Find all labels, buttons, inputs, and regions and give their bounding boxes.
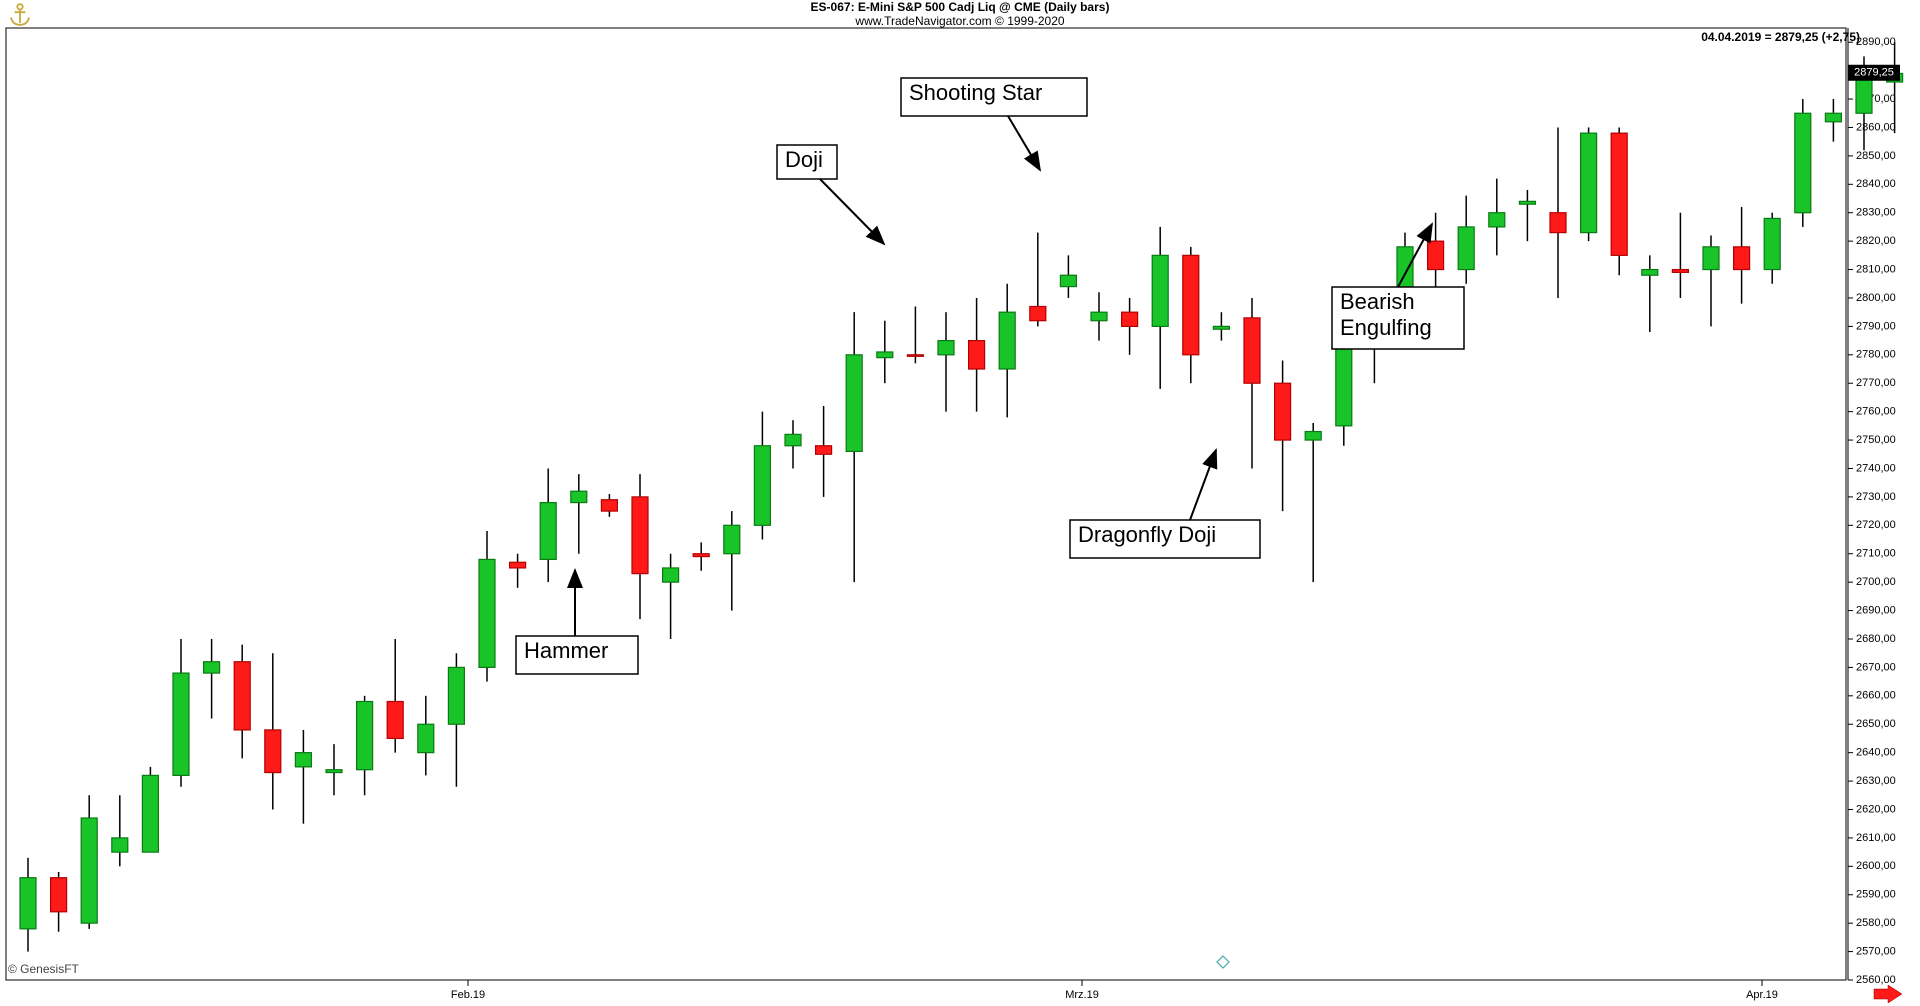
annotation-label: Hammer [524, 638, 608, 663]
svg-text:2720,00: 2720,00 [1856, 519, 1896, 531]
svg-text:2660,00: 2660,00 [1856, 690, 1896, 702]
svg-text:2750,00: 2750,00 [1856, 434, 1896, 446]
svg-text:Feb.19: Feb.19 [451, 989, 485, 1001]
svg-text:2580,00: 2580,00 [1856, 917, 1896, 929]
svg-text:2820,00: 2820,00 [1856, 235, 1896, 247]
svg-text:2680,00: 2680,00 [1856, 633, 1896, 645]
svg-text:2650,00: 2650,00 [1856, 718, 1896, 730]
svg-text:2800,00: 2800,00 [1856, 292, 1896, 304]
annotation-label: Dragonfly Doji [1078, 522, 1216, 547]
svg-text:2840,00: 2840,00 [1856, 178, 1896, 190]
svg-text:2810,00: 2810,00 [1856, 263, 1896, 275]
svg-text:2620,00: 2620,00 [1856, 803, 1896, 815]
svg-text:2670,00: 2670,00 [1856, 661, 1896, 673]
svg-text:2790,00: 2790,00 [1856, 320, 1896, 332]
svg-text:2890,00: 2890,00 [1856, 36, 1896, 48]
price-tag: 2879,25 [1854, 67, 1894, 79]
next-arrow-icon[interactable] [1874, 985, 1902, 1003]
annotation-label: Bearish [1340, 289, 1415, 314]
svg-text:2630,00: 2630,00 [1856, 775, 1896, 787]
svg-text:2760,00: 2760,00 [1856, 406, 1896, 418]
svg-text:2710,00: 2710,00 [1856, 548, 1896, 560]
svg-text:2860,00: 2860,00 [1856, 121, 1896, 133]
svg-text:2850,00: 2850,00 [1856, 150, 1896, 162]
annotation-label: Doji [785, 147, 823, 172]
svg-text:2730,00: 2730,00 [1856, 491, 1896, 503]
svg-text:2560,00: 2560,00 [1856, 974, 1896, 986]
svg-text:Apr.19: Apr.19 [1746, 989, 1778, 1001]
svg-text:2700,00: 2700,00 [1856, 576, 1896, 588]
annotation-label: Shooting Star [909, 80, 1042, 105]
anchor-icon [11, 4, 29, 25]
svg-text:2610,00: 2610,00 [1856, 832, 1896, 844]
svg-text:2830,00: 2830,00 [1856, 207, 1896, 219]
svg-text:2770,00: 2770,00 [1856, 377, 1896, 389]
svg-text:2640,00: 2640,00 [1856, 747, 1896, 759]
candlestick-chart[interactable]: 2560,00 2570,00 2580,00 2590,00 2600,00 2610,… [0, 0, 1920, 1006]
svg-text:2600,00: 2600,00 [1856, 860, 1896, 872]
svg-text:2740,00: 2740,00 [1856, 462, 1896, 474]
svg-text:2780,00: 2780,00 [1856, 349, 1896, 361]
svg-text:2570,00: 2570,00 [1856, 945, 1896, 957]
svg-text:Mrz.19: Mrz.19 [1065, 989, 1099, 1001]
annotation-label: Engulfing [1340, 315, 1432, 340]
svg-text:2690,00: 2690,00 [1856, 604, 1896, 616]
svg-text:2590,00: 2590,00 [1856, 889, 1896, 901]
cursor-icon [1217, 956, 1229, 968]
